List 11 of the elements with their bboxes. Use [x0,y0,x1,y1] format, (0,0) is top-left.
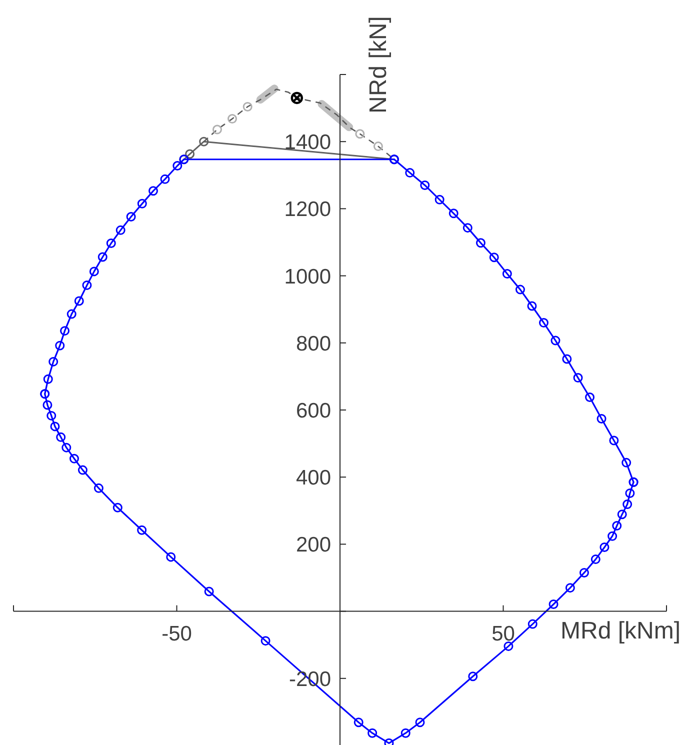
x-tick-label: 50 [492,622,515,646]
y-tick-label: 400 [296,466,332,490]
x-tick-label: -50 [162,622,192,646]
y-tick-label: 1000 [284,265,331,288]
x-axis-title: MRd [kNm] [560,617,680,644]
y-tick-label: 1200 [284,198,331,222]
y-tick-label: 800 [296,332,332,356]
y-tick-label: 1400 [284,131,331,154]
y-tick-label: 600 [296,400,332,422]
y-tick-label: 200 [296,534,332,557]
y-axis-title: NRd [kN] [365,16,392,114]
